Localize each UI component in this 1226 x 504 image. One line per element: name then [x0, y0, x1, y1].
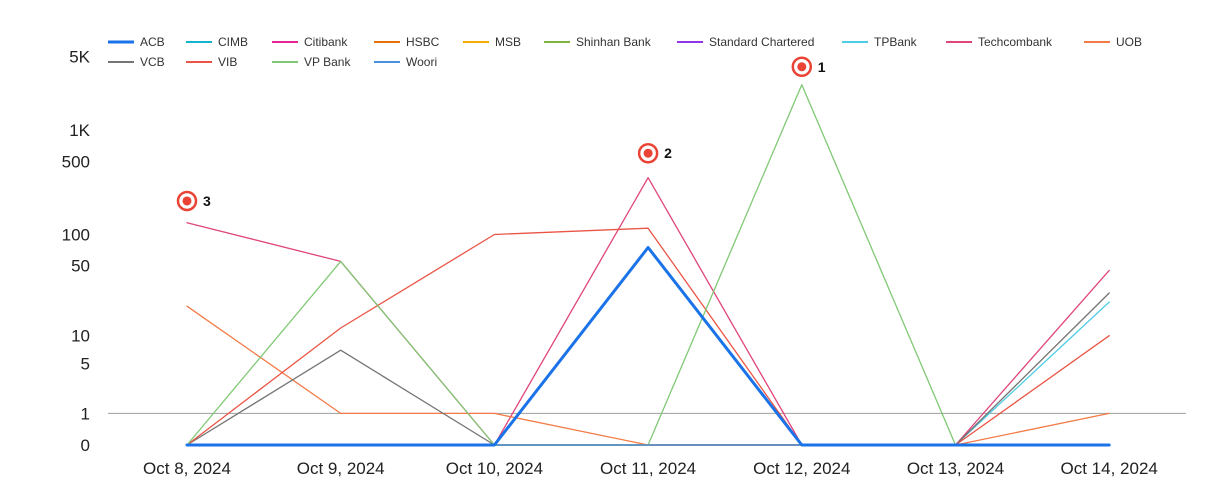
- y-tick-label: 0: [81, 436, 90, 455]
- legend-item-shinhan-bank[interactable]: Shinhan Bank: [544, 35, 652, 49]
- legend-label: ACB: [140, 35, 165, 49]
- series-line-tpbank[interactable]: [186, 301, 1110, 446]
- series-line-vp-bank[interactable]: [186, 84, 1110, 446]
- legend-label: CIMB: [218, 35, 248, 49]
- legend-label: MSB: [495, 35, 521, 49]
- series-line-vcb[interactable]: [186, 292, 1110, 446]
- series-line-uob[interactable]: [186, 305, 1110, 446]
- annotation-label: 1: [818, 59, 826, 75]
- x-tick-label: Oct 8, 2024: [143, 459, 231, 478]
- legend: ACB CIMB Citibank HSBC MSB Shinhan Bank Standa…: [108, 35, 1142, 69]
- x-tick-label: Oct 13, 2024: [907, 459, 1004, 478]
- target-icon-center: [643, 148, 653, 158]
- legend-label: VCB: [140, 55, 165, 69]
- legend-label: Woori: [406, 55, 437, 69]
- legend-item-msb[interactable]: MSB: [463, 35, 521, 49]
- y-tick-label: 100: [62, 226, 90, 245]
- legend-item-vp-bank[interactable]: VP Bank: [272, 55, 351, 69]
- y-tick-label: 5K: [69, 48, 90, 67]
- legend-label: VIB: [218, 55, 237, 69]
- series-line-techcombank[interactable]: [186, 177, 1110, 446]
- legend-item-tpbank[interactable]: TPBank: [842, 35, 918, 49]
- y-tick-label: 1K: [69, 121, 90, 140]
- target-icon-center: [797, 62, 807, 72]
- x-tick-label: Oct 10, 2024: [446, 459, 543, 478]
- legend-label: HSBC: [406, 35, 440, 49]
- legend-item-hsbc[interactable]: HSBC: [374, 35, 440, 49]
- y-axis: 0 1 5 10 50 100 500 1K 5K: [62, 48, 91, 455]
- x-tick-label: Oct 11, 2024: [600, 459, 696, 478]
- annotation-label: 3: [203, 193, 211, 209]
- x-tick-label: Oct 14, 2024: [1061, 459, 1158, 478]
- legend-label: Standard Chartered: [709, 35, 814, 49]
- x-tick-label: Oct 12, 2024: [753, 459, 850, 478]
- legend-label: Techcombank: [978, 35, 1053, 49]
- series-line-vib[interactable]: [186, 227, 1110, 446]
- y-tick-label: 10: [71, 327, 90, 346]
- legend-label: Citibank: [304, 35, 348, 49]
- legend-item-uob[interactable]: UOB: [1084, 35, 1142, 49]
- annotation-marker-3[interactable]: 3: [176, 190, 211, 212]
- legend-item-vcb[interactable]: VCB: [108, 55, 165, 69]
- legend-label: Shinhan Bank: [576, 35, 652, 49]
- series-line-acb[interactable]: [185, 246, 1111, 447]
- target-icon-center: [182, 196, 192, 206]
- y-tick-label: 500: [62, 153, 90, 172]
- y-tick-label: 5: [81, 354, 90, 373]
- plot-area: [108, 84, 1186, 447]
- legend-item-acb[interactable]: ACB: [108, 35, 165, 49]
- legend-label: TPBank: [874, 35, 918, 49]
- annotation-marker-2[interactable]: 2: [637, 142, 672, 164]
- y-tick-label: 50: [71, 257, 90, 276]
- legend-item-citibank[interactable]: Citibank: [272, 35, 348, 49]
- x-axis: Oct 8, 2024 Oct 9, 2024 Oct 10, 2024 Oct 11…: [143, 459, 1158, 478]
- annotation-label: 2: [664, 145, 672, 161]
- legend-item-techcombank[interactable]: Techcombank: [946, 35, 1053, 49]
- legend-label: UOB: [1116, 35, 1142, 49]
- legend-label: VP Bank: [304, 55, 351, 69]
- legend-item-cimb[interactable]: CIMB: [186, 35, 248, 49]
- x-tick-label: Oct 9, 2024: [297, 459, 385, 478]
- y-tick-label: 1: [81, 404, 90, 423]
- annotation-marker-1[interactable]: 1: [791, 56, 826, 78]
- legend-item-woori[interactable]: Woori: [374, 55, 437, 69]
- legend-item-standard-chartered[interactable]: Standard Chartered: [677, 35, 814, 49]
- annotations: 1 2 3: [176, 56, 826, 212]
- legend-item-vib[interactable]: VIB: [186, 55, 237, 69]
